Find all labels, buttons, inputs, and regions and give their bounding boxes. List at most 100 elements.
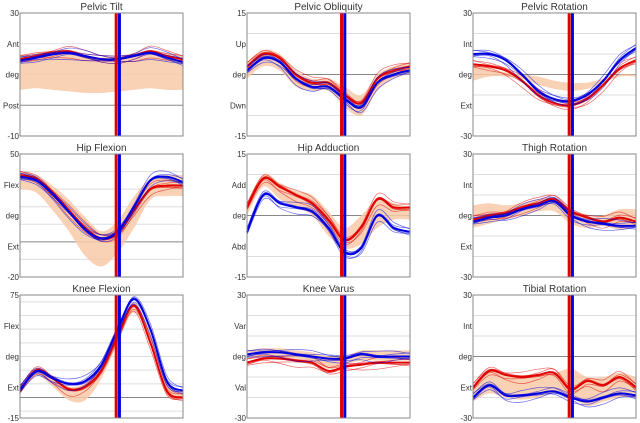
y-tick-label: Var bbox=[234, 322, 246, 331]
plot-knee-varus: Knee Varus 30 Var deg Val -30 bbox=[233, 284, 411, 423]
y-tick-label: deg bbox=[459, 212, 472, 221]
left-mean-line bbox=[472, 369, 637, 391]
y-tick-label: Ant bbox=[7, 40, 20, 49]
y-tick-label: 50 bbox=[10, 150, 19, 159]
y-tick-label: Val bbox=[235, 383, 246, 392]
y-tick-label: Ext bbox=[7, 383, 19, 392]
plot-frame bbox=[246, 294, 411, 419]
y-tick-label: 30 bbox=[237, 291, 246, 300]
plot-title: Thigh Rotation bbox=[522, 143, 587, 154]
y-tick-label: deg bbox=[6, 71, 19, 80]
y-tick-label: 30 bbox=[463, 9, 472, 18]
y-tick-label: deg bbox=[233, 353, 246, 362]
plot-hip-adduction: Hip Adduction 15 Add deg Abd -15 bbox=[232, 143, 411, 282]
y-tick-label: -30 bbox=[460, 414, 472, 423]
left-mean-line bbox=[246, 52, 411, 105]
right-mean-line bbox=[472, 384, 637, 403]
plot-frame bbox=[472, 294, 637, 419]
y-tick-label: 30 bbox=[10, 9, 19, 18]
plot-title: Tibial Rotation bbox=[523, 284, 587, 295]
plot-title: Pelvic Obliquity bbox=[294, 2, 362, 13]
left-mean-line bbox=[246, 176, 411, 242]
y-tick-label: 15 bbox=[237, 150, 246, 159]
plot-title: Pelvic Tilt bbox=[80, 2, 122, 13]
y-tick-label: 30 bbox=[463, 150, 472, 159]
y-tick-label: -15 bbox=[234, 273, 246, 282]
y-tick-label: -20 bbox=[7, 273, 19, 282]
right-trial-line bbox=[472, 202, 637, 231]
y-tick-label: -15 bbox=[234, 132, 246, 141]
plot-thigh-rotation: Thigh Rotation 30 Int deg Ext -30 bbox=[459, 143, 637, 282]
y-tick-label: Int bbox=[463, 181, 473, 190]
y-tick-label: Ext bbox=[7, 242, 19, 251]
plot-tibial-rotation: Tibial Rotation 30 Int deg Ext -30 bbox=[459, 284, 637, 423]
right-trial-line bbox=[472, 49, 637, 104]
y-tick-label: Abd bbox=[232, 242, 246, 251]
left-trial-line bbox=[246, 359, 411, 373]
left-mean-line bbox=[472, 59, 637, 107]
plot-pelvic-tilt: Pelvic Tilt 30 Ant deg Post -10 bbox=[3, 2, 184, 141]
left-trial-line bbox=[19, 303, 184, 395]
right-trial-line bbox=[19, 301, 184, 395]
y-tick-label: Up bbox=[236, 40, 247, 49]
left-trial-line bbox=[19, 304, 184, 395]
plot-frame bbox=[472, 153, 637, 278]
plot-pelvic-rotation: Pelvic Rotation 30 Int deg Ext -30 bbox=[459, 2, 637, 141]
y-tick-label: deg bbox=[459, 353, 472, 362]
plot-frame bbox=[246, 12, 411, 137]
y-tick-label: Dwn bbox=[230, 101, 246, 110]
y-tick-label: deg bbox=[459, 71, 472, 80]
y-tick-label: Int bbox=[463, 322, 473, 331]
right-mean-line bbox=[246, 351, 410, 360]
plot-frame bbox=[246, 153, 411, 278]
right-trial-line bbox=[19, 178, 184, 241]
plot-hip-flexion: Hip Flexion 50 Flex deg Ext -20 bbox=[4, 143, 184, 282]
right-trial-line bbox=[472, 386, 637, 408]
right-trial-line bbox=[246, 353, 411, 364]
right-mean-line bbox=[472, 47, 637, 103]
plot-title: Knee Flexion bbox=[72, 284, 130, 295]
y-tick-label: -30 bbox=[234, 414, 246, 423]
plot-frame bbox=[19, 153, 184, 278]
plot-title: Hip Adduction bbox=[298, 143, 360, 154]
right-trial-line bbox=[19, 58, 184, 64]
right-mean-line bbox=[246, 192, 411, 256]
y-tick-label: -15 bbox=[7, 414, 19, 423]
y-tick-label: Flex bbox=[4, 181, 19, 190]
y-tick-label: -10 bbox=[7, 132, 19, 141]
right-mean-line bbox=[19, 51, 184, 64]
y-tick-label: deg bbox=[233, 212, 246, 221]
y-tick-label: -30 bbox=[460, 273, 472, 282]
y-tick-label: Ext bbox=[460, 383, 472, 392]
y-tick-label: -30 bbox=[460, 132, 472, 141]
plot-frame bbox=[19, 294, 184, 419]
y-tick-label: deg bbox=[6, 353, 19, 362]
right-mean-line bbox=[246, 56, 411, 109]
y-tick-label: Post bbox=[3, 101, 20, 110]
left-trial-line bbox=[472, 372, 637, 393]
left-trial-line bbox=[246, 179, 411, 243]
right-mean-line bbox=[19, 298, 184, 392]
normal-band bbox=[20, 51, 183, 94]
right-mean-line bbox=[19, 175, 184, 240]
right-trial-line bbox=[246, 59, 411, 114]
y-tick-label: 75 bbox=[10, 291, 19, 300]
y-tick-label: Ext bbox=[460, 101, 472, 110]
y-tick-label: 30 bbox=[463, 291, 472, 300]
plot-title: Hip Flexion bbox=[76, 143, 126, 154]
y-tick-label: Add bbox=[232, 181, 246, 190]
plot-knee-flexion: Knee Flexion 75 Flex deg Ext -15 bbox=[4, 284, 184, 423]
plot-frame bbox=[472, 12, 637, 137]
y-tick-label: Ext bbox=[460, 242, 472, 251]
normal-band bbox=[20, 171, 183, 267]
plot-pelvic-obliquity: Pelvic Obliquity 15 Up deg Dwn -15 bbox=[230, 2, 411, 141]
plot-frame bbox=[19, 12, 184, 137]
left-trial-line bbox=[472, 61, 637, 108]
y-tick-label: deg bbox=[233, 71, 246, 80]
right-mean-line bbox=[472, 199, 637, 227]
plot-title: Knee Varus bbox=[303, 284, 355, 295]
y-tick-label: deg bbox=[6, 212, 19, 221]
y-tick-label: 15 bbox=[237, 9, 246, 18]
y-tick-label: Flex bbox=[4, 322, 19, 331]
